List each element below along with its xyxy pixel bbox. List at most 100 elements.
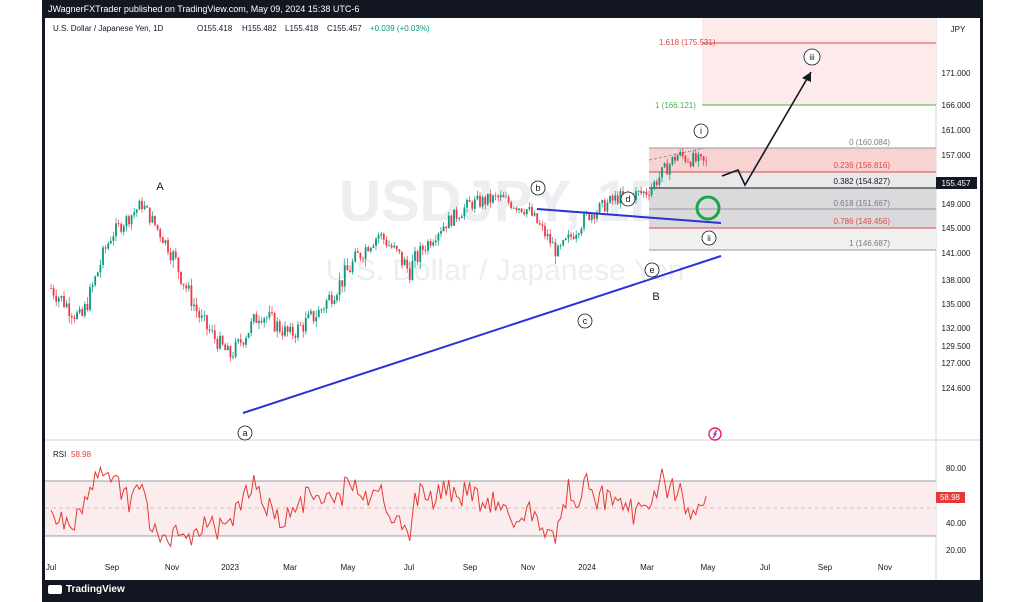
candle-body [143,205,146,209]
wave-labels: A B a b c d e i ii iii [156,48,821,441]
candle-body [414,251,416,261]
candle-body [135,209,138,213]
candle-body [245,338,247,345]
candle-body [458,218,461,219]
rsi-pane[interactable]: RSI 58.98 58.98 [45,450,965,548]
candle-body [138,200,141,210]
time-axis[interactable]: Jul Sep Nov 2023 Mar May Jul Sep Nov 2024 Mar May Ju… [46,563,892,572]
trendlines[interactable] [242,208,722,414]
candle-body [310,311,312,314]
candle-body [336,295,338,301]
candle-body [663,163,666,168]
candle-body [494,195,497,197]
candle-body [658,177,661,185]
candle-body [156,224,159,230]
wave-i-marker: i [693,123,709,139]
candle-body [198,311,201,318]
time-tick: Nov [165,563,179,572]
candle-body [411,260,414,281]
fib-label-1618: 1.618 (175.531) [659,38,716,47]
candle-body [284,326,286,336]
candle-body [169,252,172,261]
candle-body [557,245,559,257]
candle-body [445,226,448,229]
candle-body [304,318,307,332]
time-tick: Mar [640,563,654,572]
candle-body [583,213,585,229]
candle-body [705,160,708,162]
candle-body [515,207,518,210]
candle-body [255,314,258,324]
economic-event-icon[interactable] [708,427,722,441]
candle-body [681,151,684,157]
candle-body [312,311,315,322]
candle-body [702,156,705,161]
candle-body [520,208,523,213]
candle-body [645,191,648,196]
chart-area[interactable]: USDJPY, 1D U.S. Dollar / Japanese Yen [45,18,980,580]
candle-body [65,303,68,307]
time-tick: Sep [818,563,833,572]
time-tick: Mar [283,563,297,572]
candle-body [91,285,94,288]
chart-svg[interactable]: USDJPY, 1D U.S. Dollar / Japanese Yen [45,18,980,580]
ohlc-close: C155.457 [327,24,362,33]
svg-text:a: a [242,428,247,438]
ohlc-open: O155.418 [197,24,233,33]
rsi-tick: 40.00 [946,519,967,528]
candle-body [648,195,650,196]
svg-text:e: e [649,265,654,275]
candle-body [609,196,611,203]
time-tick: Jul [404,563,414,572]
candle-body [349,270,351,273]
candle-body [208,329,211,331]
candle-body [151,215,154,223]
candle-body [182,283,185,286]
candle-body [692,153,695,167]
candle-body [341,280,344,287]
candle-body [141,200,143,209]
candle-body [687,161,689,163]
candle-body [260,320,263,323]
candle-body [63,296,65,307]
candle-body [468,199,471,202]
candle-body [190,285,193,307]
candle-body [388,245,390,247]
rsi-value: 58.98 [71,450,92,459]
candle-body [115,223,117,237]
candle-body [81,309,84,316]
price-axis[interactable]: JPY 171.000166.000161.000157.000153.0001… [942,25,971,393]
fib-label-1: 1 (146.687) [849,239,890,248]
candle-body [128,216,130,225]
symbol-legend[interactable]: U.S. Dollar / Japanese Yen, 1D O155.418 … [53,24,430,33]
candle-body [104,247,107,249]
tradingview-logo[interactable]: TradingView [48,584,125,595]
candle-body [229,346,232,358]
fib-label-0382: 0.382 (154.827) [834,177,891,186]
rsi-tick: 20.00 [946,546,967,555]
candle-body [528,207,531,210]
candle-body [580,228,583,234]
candle-body [375,238,377,246]
candle-body [401,251,403,266]
candle-body [57,298,60,302]
candle-body [185,285,188,289]
candle-body [234,341,237,357]
candle-body [408,268,411,281]
wave-a-marker: a [237,425,253,441]
candle-body [130,215,133,225]
svg-text:c: c [583,316,588,326]
candle-body [271,312,273,314]
candle-body [273,313,276,332]
candle-body [590,214,593,221]
candle-body [330,294,333,304]
candle-body [668,164,671,175]
candle-body [453,209,455,226]
candle-body [193,304,195,307]
price-tick: 166.000 [942,101,971,110]
candle-body [159,229,162,238]
candle-body [117,223,120,225]
candle-body [463,207,466,217]
candle-body [250,321,253,333]
watermark-symbol: USDJPY, 1D [339,169,671,234]
